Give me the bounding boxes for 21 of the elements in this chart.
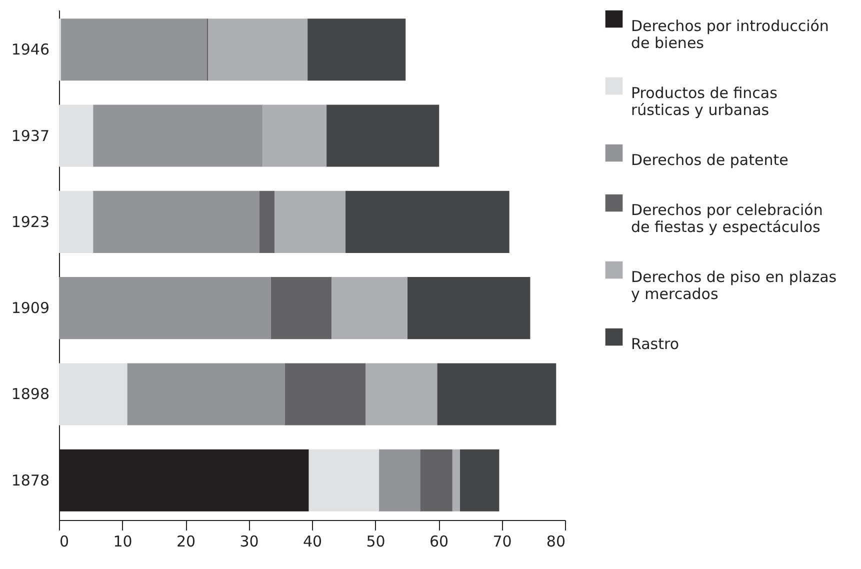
legend-label: Derechos de patente bbox=[631, 151, 788, 169]
x-tick-label: 10 bbox=[113, 532, 132, 550]
x-tick-label: 0 bbox=[60, 532, 70, 550]
y-tick-label: 1923 bbox=[11, 212, 50, 231]
legend-label: Derechos por celebración de fiestas y espectáculos bbox=[631, 201, 823, 236]
x-tick-label: 70 bbox=[492, 532, 512, 550]
legend-label: Rastro bbox=[631, 335, 679, 353]
legend-label: Derechos por introducción de bienes bbox=[631, 17, 829, 52]
x-tick-label: 60 bbox=[429, 532, 449, 550]
legend-label: Productos de fincas rústicas y urbanas bbox=[631, 84, 778, 119]
y-tick-label: 1937 bbox=[11, 126, 50, 145]
y-tick-label: 1946 bbox=[11, 40, 50, 59]
x-tick-label: 40 bbox=[302, 532, 322, 550]
x-tick-label: 20 bbox=[176, 532, 196, 550]
y-tick-label: 1898 bbox=[11, 385, 50, 404]
legend-label: Derechos de piso en plazas y mercados bbox=[631, 268, 837, 303]
y-tick-label: 1909 bbox=[11, 299, 50, 318]
x-tick-label: 30 bbox=[240, 532, 259, 550]
x-tick-label: 50 bbox=[366, 532, 386, 550]
y-tick-label: 1878 bbox=[11, 471, 50, 490]
x-tick-label: 80 bbox=[546, 532, 566, 550]
